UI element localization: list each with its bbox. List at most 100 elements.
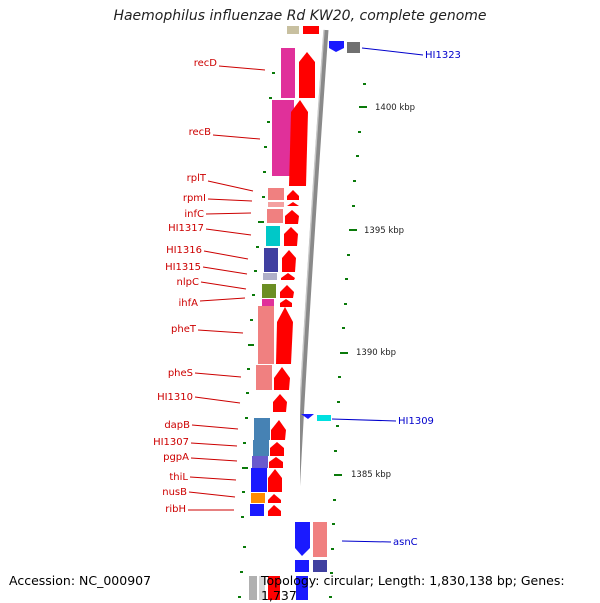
scale-tick	[242, 467, 248, 469]
gene-dapB-cog	[254, 418, 270, 440]
scale-tick	[331, 548, 334, 550]
genome-title: Haemophilus influenzae Rd KW20, complete…	[113, 8, 487, 24]
scale-tick	[353, 180, 356, 182]
arrow-HI1307	[270, 442, 284, 456]
leader-HI1307	[190, 442, 238, 447]
gene-HI1315-cog	[263, 273, 277, 280]
arrow-recD	[299, 52, 315, 98]
scale-tick	[342, 327, 345, 329]
scale-tick	[337, 401, 340, 403]
scale-tick	[345, 278, 348, 280]
leader-HI1323	[361, 47, 424, 56]
scale-tick	[329, 596, 332, 598]
gene-label-ribH: ribH	[165, 504, 186, 515]
gene-label-recB: recB	[189, 127, 212, 138]
arrow-pheT	[276, 307, 293, 364]
arrow-HI1315	[281, 273, 295, 280]
gene-rplT-cog	[268, 188, 284, 200]
leader-ihfA	[199, 297, 246, 302]
scale-tick	[358, 131, 361, 133]
leader-recB	[212, 134, 261, 140]
scale-tick	[238, 596, 241, 598]
gene-label-pgpA: pgpA	[163, 452, 189, 463]
gene-pheS-cog	[256, 365, 272, 390]
scale-tick	[340, 352, 348, 354]
scale-tick	[241, 516, 244, 518]
tick-label-1385: 1385 kbp	[351, 470, 391, 480]
scale-tick	[243, 442, 246, 444]
arrow-ribH	[268, 505, 281, 516]
gene-block-top-red	[303, 26, 319, 34]
scale-tick	[267, 121, 270, 123]
leader-HI1316	[203, 250, 249, 260]
forward-strand-arrows	[268, 52, 315, 600]
scale-tick	[264, 146, 267, 148]
arrow-HI1310	[273, 394, 287, 412]
arrow-pheS	[274, 367, 290, 390]
tick-label-1400: 1400 kbp	[375, 103, 415, 113]
scale-tick	[263, 171, 266, 173]
gene-label-HI1309: HI1309	[398, 416, 434, 427]
leader-infC	[205, 212, 252, 215]
gene-label-asnC: asnC	[393, 537, 418, 548]
right-gene-labels: HI1323 HI1309 asnC	[331, 47, 461, 548]
scale-tick	[248, 344, 254, 346]
scale-tick	[245, 417, 248, 419]
gene-label-nlpC: nlpC	[177, 277, 199, 288]
gene-HI1323-cog	[347, 42, 360, 53]
left-gene-labels: recD recB rplT rpmI infC HI1317 HI1316 HI1315 nl…	[153, 58, 266, 515]
leader-asnC	[341, 540, 392, 543]
arrow-ihfA	[280, 299, 292, 307]
arrow-infC	[285, 210, 299, 224]
gene-rpmI-cog	[268, 202, 284, 207]
gene-bottom-gray-b	[259, 576, 265, 600]
gene-asnC-cog	[313, 522, 327, 557]
leader-dapB	[191, 424, 239, 430]
arrow-dapB	[271, 420, 286, 440]
gene-nlpC-cog	[262, 284, 276, 298]
gene-bottom-blue-a	[295, 560, 309, 572]
gene-bottom-blue-b	[313, 560, 327, 572]
gene-nusB-cog	[251, 493, 265, 503]
leader-pheT	[197, 329, 244, 334]
scale-tick	[269, 97, 272, 99]
scale-tick	[246, 392, 249, 394]
gene-label-nusB: nusB	[162, 487, 187, 498]
leader-nusB	[188, 491, 236, 498]
scale-tick	[332, 523, 335, 525]
leader-HI1315	[202, 266, 248, 275]
scale-tick	[247, 368, 250, 370]
gene-label-pheS: pheS	[168, 368, 193, 379]
gene-bottom-blue-c	[296, 576, 308, 600]
scale-tick	[349, 229, 357, 231]
scale-tick	[338, 376, 341, 378]
gene-infC-cog	[267, 209, 283, 223]
gene-label-ihfA: ihfA	[179, 298, 199, 309]
gene-label-HI1317: HI1317	[168, 223, 204, 234]
gene-label-HI1323: HI1323	[425, 50, 461, 61]
accession-text: Accession: NC_000907	[9, 573, 152, 588]
gene-label-infC: infC	[184, 209, 204, 220]
gene-asnC-arrow	[295, 522, 310, 556]
leader-thiL	[189, 476, 237, 481]
scale-tick	[356, 155, 359, 157]
reverse-strand-genes	[295, 41, 360, 600]
gene-label-recD: recD	[194, 58, 218, 69]
leader-pheS	[194, 372, 242, 378]
gene-HI1309-arrow	[301, 414, 314, 419]
tick-label-1395: 1395 kbp	[364, 226, 404, 236]
gene-label-rplT: rplT	[187, 173, 207, 184]
leader-HI1309	[331, 418, 397, 422]
gene-recD-cog	[281, 48, 295, 98]
gene-pheT-cog	[258, 306, 274, 364]
scale-tick	[363, 83, 366, 85]
gene-HI1316-cog	[264, 248, 278, 272]
leader-HI1317	[205, 228, 252, 236]
scale-tick	[330, 572, 333, 574]
scale-tick	[256, 246, 259, 248]
leader-nlpC	[200, 281, 247, 290]
scale-tick	[333, 499, 336, 501]
scale-tick	[352, 205, 355, 207]
arrow-rpmI	[287, 202, 299, 206]
